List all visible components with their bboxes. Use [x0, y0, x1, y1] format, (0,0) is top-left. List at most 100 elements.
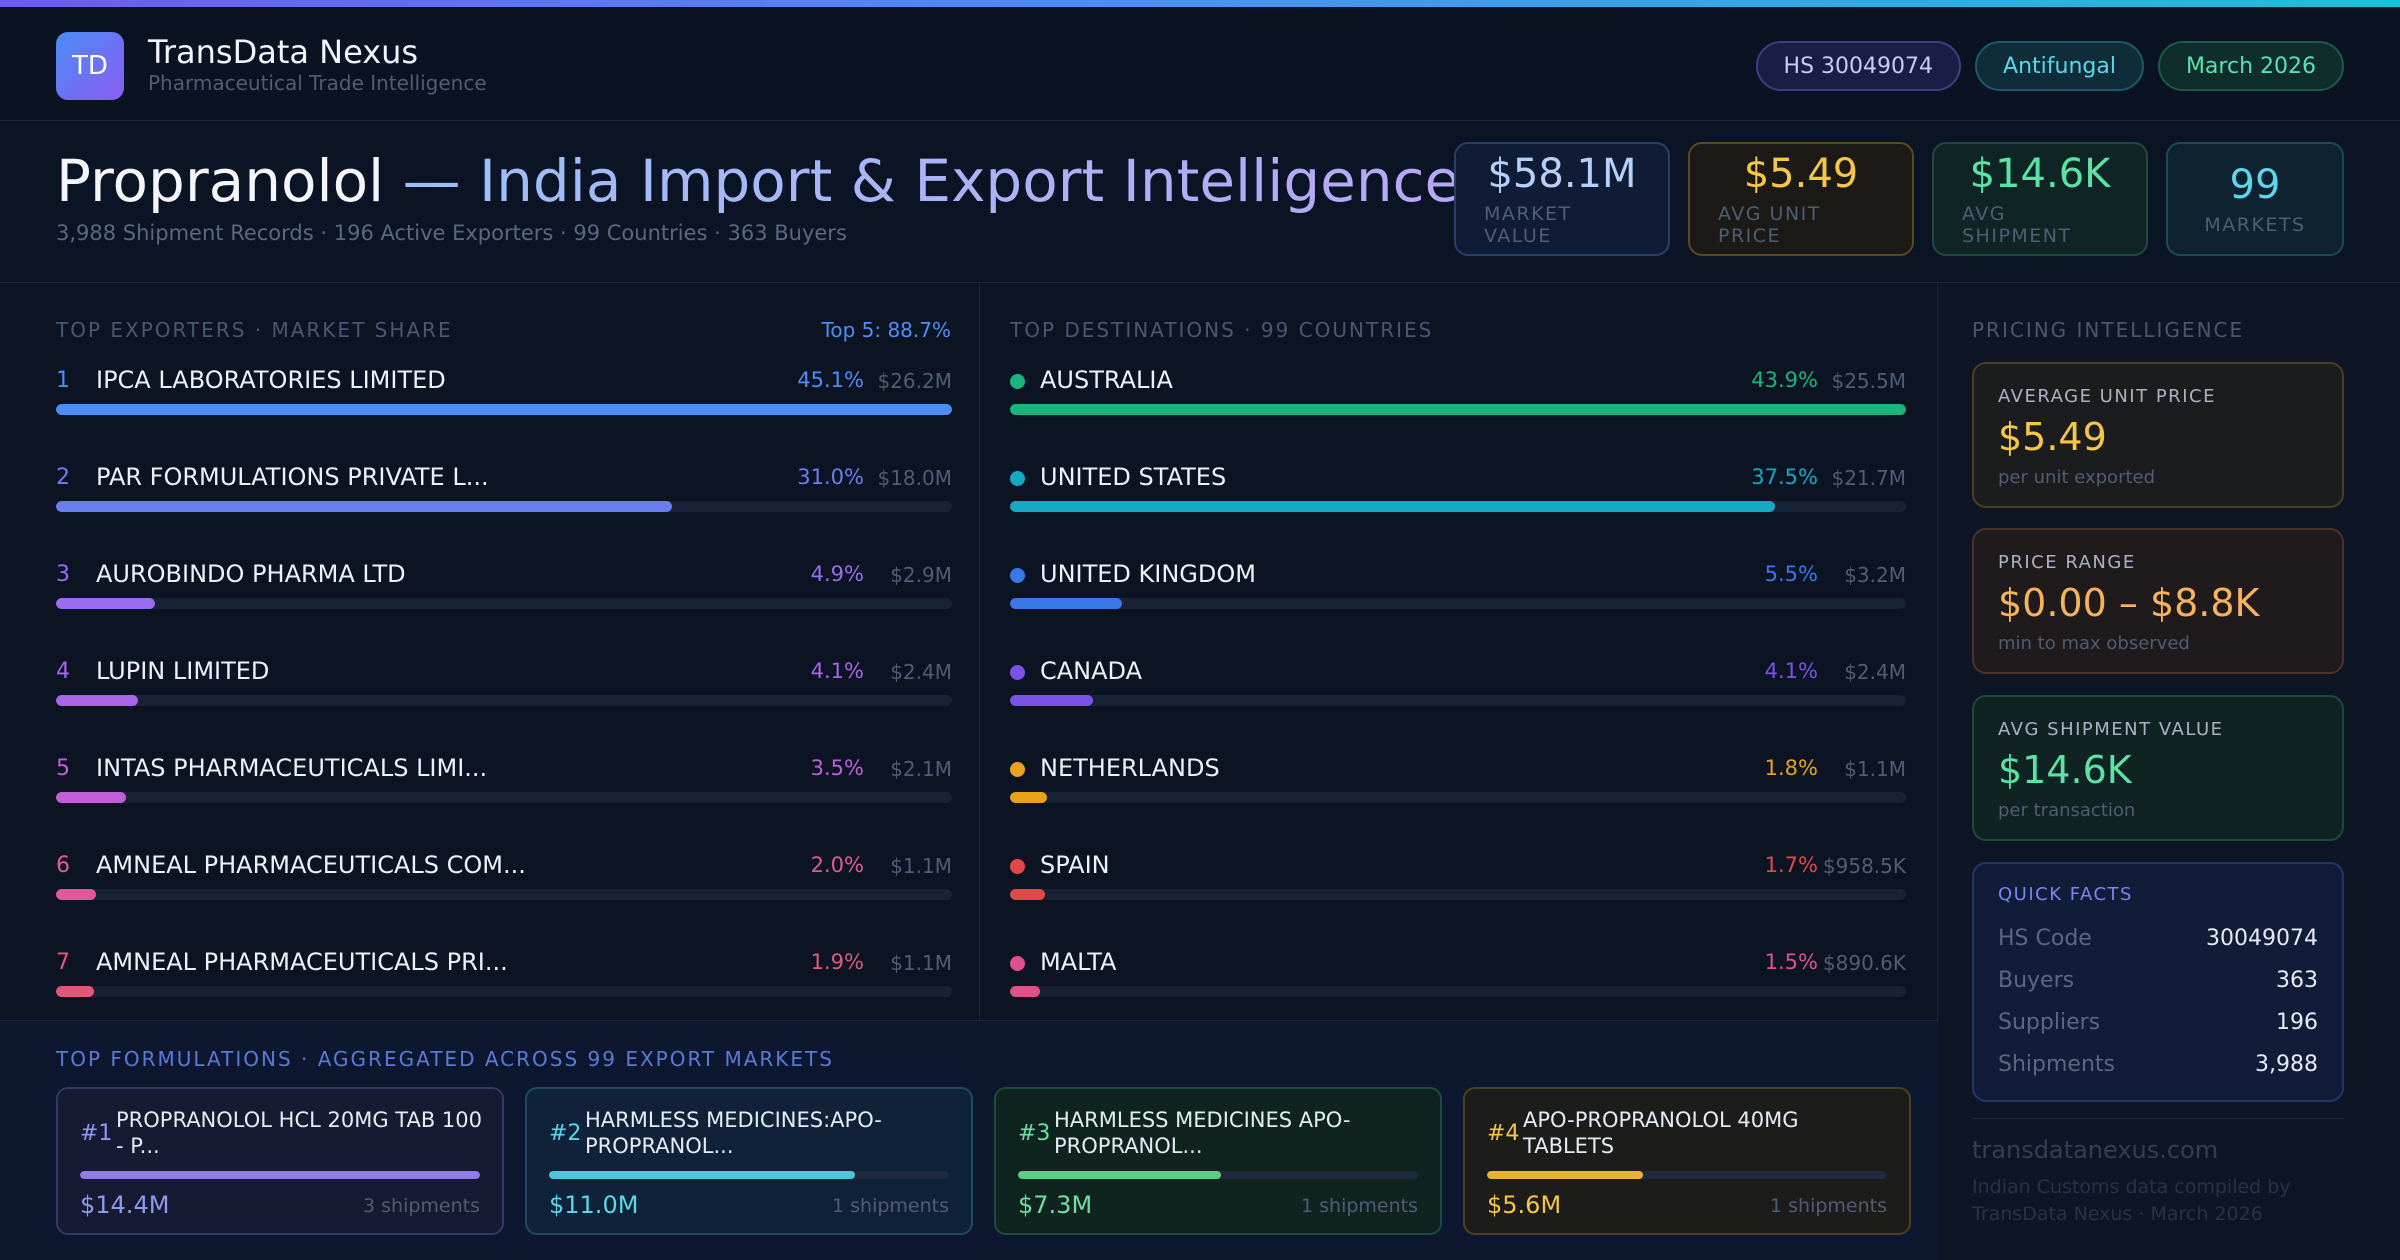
- formulation-name: HARMLESS MEDICINES APO-PROPRANOL...: [1054, 1108, 1351, 1158]
- kpi-market-value: $58.1M MARKET VALUE: [1454, 142, 1670, 256]
- destination-name: MALTA: [1040, 948, 1117, 976]
- destination-name: SPAIN: [1040, 851, 1110, 879]
- destination-share-pct: 1.7%: [1764, 853, 1818, 877]
- exporter-value: $26.2M: [877, 369, 952, 393]
- exporter-row[interactable]: 3 AUROBINDO PHARMA LTD 4.9% $2.9M: [56, 560, 952, 622]
- formulations-section: TOP FORMULATIONS · AGGREGATED ACROSS 99 …: [0, 1020, 1938, 1260]
- destination-dot-icon: [1010, 859, 1025, 874]
- card-sub: per transaction: [1998, 800, 2136, 821]
- exporter-row[interactable]: 5 INTAS PHARMACEUTICALS LIMI... 3.5% $2.1M: [56, 754, 952, 816]
- formulation-rank: #1: [80, 1121, 113, 1146]
- formulation-share-fill: [1018, 1171, 1221, 1179]
- fact-key: Buyers: [1998, 968, 2075, 993]
- category-pill[interactable]: Antifungal: [1975, 41, 2144, 91]
- destination-share-bar: [1010, 404, 1906, 415]
- exporter-name: AMNEAL PHARMACEUTICALS PRI...: [96, 948, 508, 976]
- formulation-card[interactable]: #2 HARMLESS MEDICINES:APO-PROPRANOL... $11…: [525, 1087, 973, 1235]
- destination-row[interactable]: AUSTRALIA 43.9% $25.5M: [1010, 366, 1906, 428]
- exporter-share-fill: [56, 598, 155, 609]
- formulation-rank: #4: [1487, 1121, 1520, 1146]
- exporters-top5-share: Top 5: 88.7%: [821, 318, 951, 342]
- exporter-share-bar: [56, 986, 952, 997]
- exporter-share-fill: [56, 889, 97, 900]
- destination-value: $1.1M: [1844, 757, 1906, 781]
- formulation-share-bar: [80, 1171, 480, 1179]
- exporter-share-fill: [56, 695, 139, 706]
- card-sub: min to max observed: [1998, 633, 2190, 654]
- exporter-rank: 1: [56, 368, 70, 393]
- kpi-value: $14.6K: [1969, 151, 2111, 197]
- exporter-share-fill: [56, 404, 952, 415]
- filter-pills: HS 30049074 Antifungal March 2026: [1755, 41, 2344, 91]
- card-title: PRICE RANGE: [1998, 552, 2136, 573]
- exporter-value: $2.1M: [890, 757, 952, 781]
- hero-section: Propranolol — India Import & Export Inte…: [0, 121, 2400, 283]
- exporter-share-fill: [56, 792, 126, 803]
- formulation-rank: #3: [1018, 1121, 1051, 1146]
- destination-share-pct: 1.8%: [1764, 756, 1818, 780]
- quick-fact-row: Suppliers 196: [1998, 1010, 2318, 1035]
- formulation-share-fill: [80, 1171, 480, 1179]
- brand-subtitle: Pharmaceutical Trade Intelligence: [148, 71, 487, 95]
- formulation-share-fill: [549, 1171, 855, 1179]
- destination-row[interactable]: UNITED KINGDOM 5.5% $3.2M: [1010, 560, 1906, 622]
- exporter-value: $18.0M: [877, 466, 952, 490]
- formulation-shipments: 1 shipments: [832, 1195, 949, 1217]
- formulation-card[interactable]: #4 APO-PROPRANOLOL 40MG TABLETS $5.6M 1 shi…: [1463, 1087, 1911, 1235]
- destination-share-pct: 1.5%: [1764, 950, 1818, 974]
- formulation-value: $14.4M: [80, 1191, 170, 1219]
- pricing-sidebar: PRICING INTELLIGENCE AVERAGE UNIT PRICE …: [1938, 284, 2400, 1260]
- destination-dot-icon: [1010, 568, 1025, 583]
- exporter-name: INTAS PHARMACEUTICALS LIMI...: [96, 754, 488, 782]
- destination-name: NETHERLANDS: [1040, 754, 1220, 782]
- formulation-share-bar: [549, 1171, 949, 1179]
- formulation-share-bar: [1018, 1171, 1418, 1179]
- avg-unit-price-card: AVERAGE UNIT PRICE $5.49 per unit export…: [1972, 362, 2344, 508]
- exporter-row[interactable]: 6 AMNEAL PHARMACEUTICALS COM... 2.0% $1.1M: [56, 851, 952, 913]
- exporter-share-pct: 4.9%: [810, 562, 864, 586]
- formulation-value: $11.0M: [549, 1191, 639, 1219]
- exporter-row[interactable]: 1 IPCA LABORATORIES LIMITED 45.1% $26.2M: [56, 366, 952, 428]
- kpi-value: $5.49: [1743, 151, 1859, 197]
- destination-dot-icon: [1010, 471, 1025, 486]
- formulation-card[interactable]: #1 PROPRANOLOL HCL 20MG TAB 100 - P... $14…: [56, 1087, 504, 1235]
- destination-name: CANADA: [1040, 657, 1143, 685]
- date-pill[interactable]: March 2026: [2157, 41, 2344, 91]
- formulation-value: $7.3M: [1018, 1191, 1093, 1219]
- destination-row[interactable]: UNITED STATES 37.5% $21.7M: [1010, 463, 1906, 525]
- destination-row[interactable]: NETHERLANDS 1.8% $1.1M: [1010, 754, 1906, 816]
- quick-facts-card: QUICK FACTS HS Code 30049074 Buyers 363 …: [1972, 862, 2344, 1102]
- brand-logo[interactable]: TD: [56, 32, 124, 100]
- fact-value: 363: [2276, 968, 2318, 993]
- exporter-value: $1.1M: [890, 854, 952, 878]
- price-range-card: PRICE RANGE $0.00 – $8.8K min to max obs…: [1972, 528, 2344, 674]
- kpi-label: AVG SHIPMENT: [1962, 203, 2072, 247]
- exporter-share-pct: 45.1%: [797, 368, 864, 392]
- exporter-rank: 2: [56, 465, 70, 490]
- exporter-share-fill: [56, 501, 672, 512]
- formulation-card[interactable]: #3 HARMLESS MEDICINES APO-PROPRANOL... $7.…: [994, 1087, 1442, 1235]
- hs-code-pill[interactable]: HS 30049074: [1755, 41, 1962, 91]
- exporter-share-bar: [56, 792, 952, 803]
- exporter-row[interactable]: 7 AMNEAL PHARMACEUTICALS PRI... 1.9% $1.1M: [56, 948, 952, 1010]
- exporter-share-bar: [56, 404, 952, 415]
- kpi-value: 99: [2229, 162, 2281, 208]
- quick-facts-title: QUICK FACTS: [1998, 884, 2133, 905]
- page-title: Propranolol — India Import & Export Inte…: [56, 147, 1460, 215]
- title-rest: — India Import & Export Intelligence: [384, 147, 1461, 215]
- fact-value: 196: [2276, 1010, 2318, 1035]
- destination-share-fill: [1010, 986, 1041, 997]
- destination-value: $21.7M: [1831, 466, 1906, 490]
- exporter-value: $1.1M: [890, 951, 952, 975]
- site-link[interactable]: transdatanexus.com: [1972, 1136, 2219, 1164]
- destination-share-pct: 43.9%: [1751, 368, 1818, 392]
- exporter-name: AMNEAL PHARMACEUTICALS COM...: [96, 851, 526, 879]
- fact-key: Shipments: [1998, 1052, 2115, 1077]
- destination-row[interactable]: CANADA 4.1% $2.4M: [1010, 657, 1906, 719]
- destination-share-bar: [1010, 695, 1906, 706]
- destination-name: UNITED KINGDOM: [1040, 560, 1256, 588]
- destination-row[interactable]: SPAIN 1.7% $958.5K: [1010, 851, 1906, 913]
- destination-row[interactable]: MALTA 1.5% $890.6K: [1010, 948, 1906, 1010]
- exporter-row[interactable]: 2 PAR FORMULATIONS PRIVATE L... 31.0% $18.0…: [56, 463, 952, 525]
- exporter-row[interactable]: 4 LUPIN LIMITED 4.1% $2.4M: [56, 657, 952, 719]
